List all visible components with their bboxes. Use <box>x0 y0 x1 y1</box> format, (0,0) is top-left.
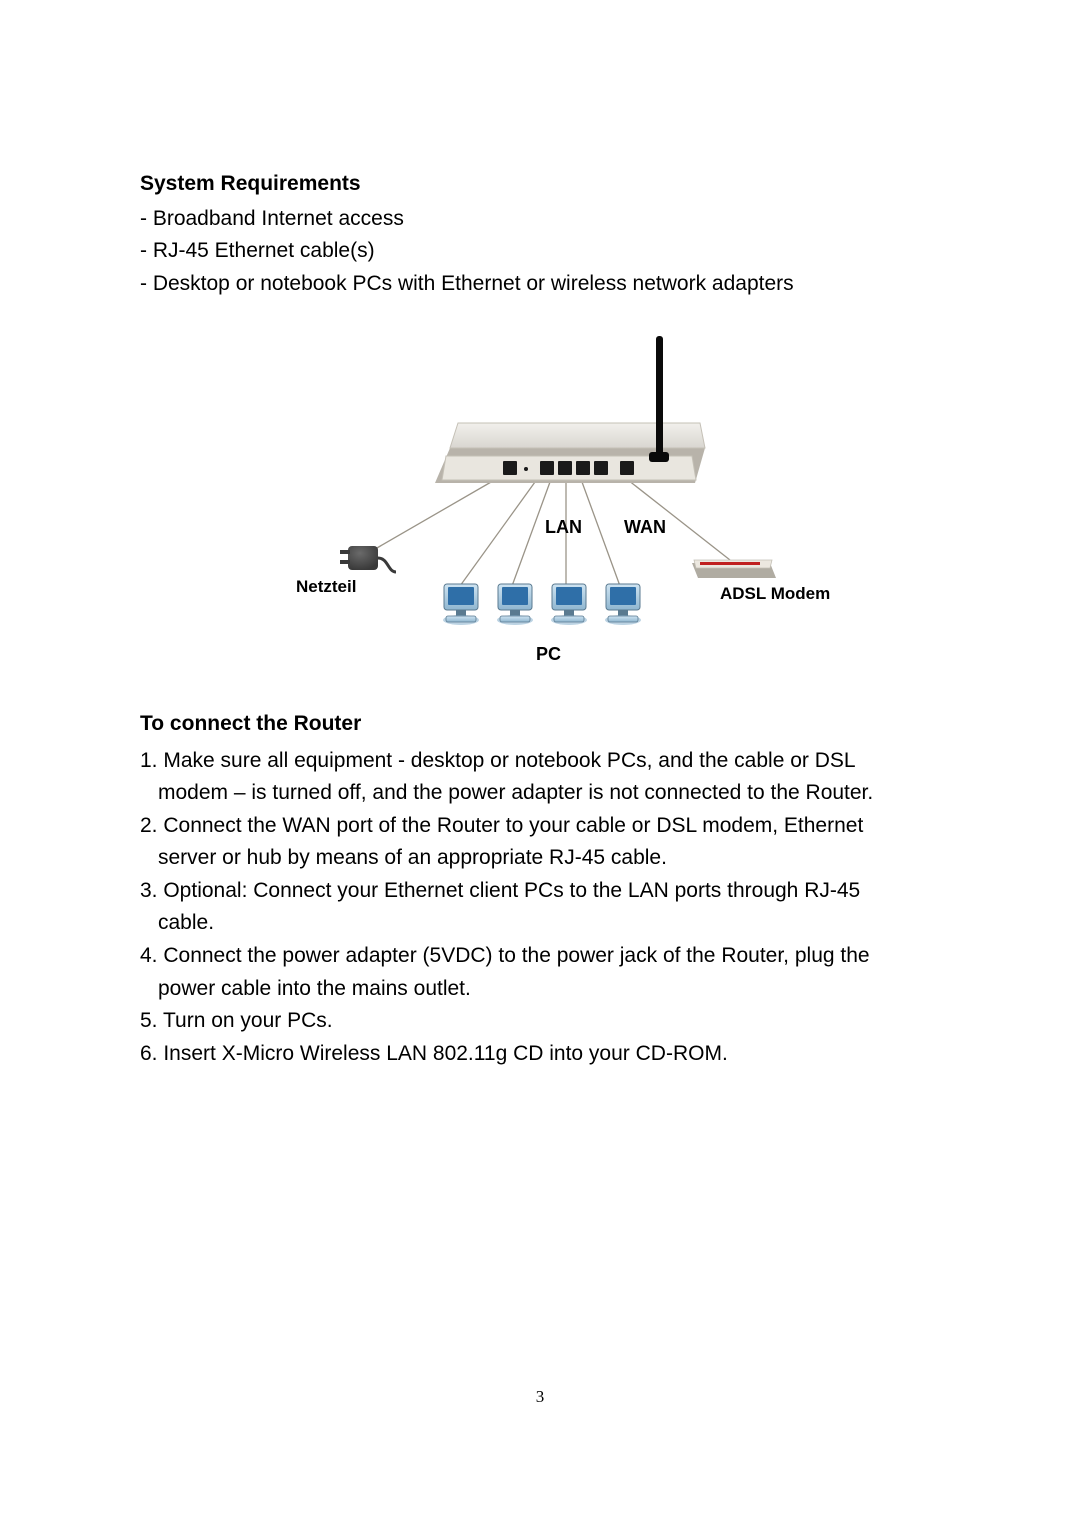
pc-icons <box>443 584 641 625</box>
connect-step: 3. Optional: Connect your Ethernet clien… <box>140 875 940 908</box>
diagram-label-lan: LAN <box>545 514 582 542</box>
pc-icon <box>551 584 587 625</box>
diagram-label-netzteil: Netzteil <box>296 574 356 600</box>
connect-step: 6. Insert X-Micro Wireless LAN 802.11g C… <box>140 1038 940 1071</box>
connection-diagram: LAN WAN Netzteil ADSL Modem PC <box>240 328 840 688</box>
connect-step-continuation: power cable into the mains outlet. <box>158 973 940 1006</box>
connect-router-heading: To connect the Router <box>140 708 940 741</box>
connect-step-continuation: modem – is turned off, and the power ada… <box>158 777 940 810</box>
diagram-label-modem: ADSL Modem <box>720 581 830 607</box>
document-page: System Requirements - Broadband Internet… <box>0 0 1080 1528</box>
adsl-modem-icon <box>692 560 776 578</box>
connect-step: 2. Connect the WAN port of the Router to… <box>140 810 940 843</box>
requirement-item: - Desktop or notebook PCs with Ethernet … <box>140 268 940 301</box>
router-icon <box>435 336 705 483</box>
connect-step: 1. Make sure all equipment - desktop or … <box>140 745 940 778</box>
diagram-svg <box>240 328 840 688</box>
power-adapter-icon <box>340 546 396 572</box>
requirement-item: - RJ-45 Ethernet cable(s) <box>140 235 940 268</box>
connect-step-continuation: cable. <box>158 907 940 940</box>
connect-step-continuation: server or hub by means of an appropriate… <box>158 842 940 875</box>
diagram-label-wan: WAN <box>624 514 666 542</box>
pc-icon <box>443 584 479 625</box>
diagram-label-pc: PC <box>536 641 561 669</box>
pc-icon <box>497 584 533 625</box>
pc-icon <box>605 584 641 625</box>
page-number: 3 <box>0 1384 1080 1410</box>
connect-step: 4. Connect the power adapter (5VDC) to t… <box>140 940 940 973</box>
connect-steps: 1. Make sure all equipment - desktop or … <box>140 745 940 1070</box>
requirements-list: - Broadband Internet access - RJ-45 Ethe… <box>140 203 940 301</box>
system-requirements-heading: System Requirements <box>140 168 940 201</box>
connect-step: 5. Turn on your PCs. <box>140 1005 940 1038</box>
requirement-item: - Broadband Internet access <box>140 203 940 236</box>
